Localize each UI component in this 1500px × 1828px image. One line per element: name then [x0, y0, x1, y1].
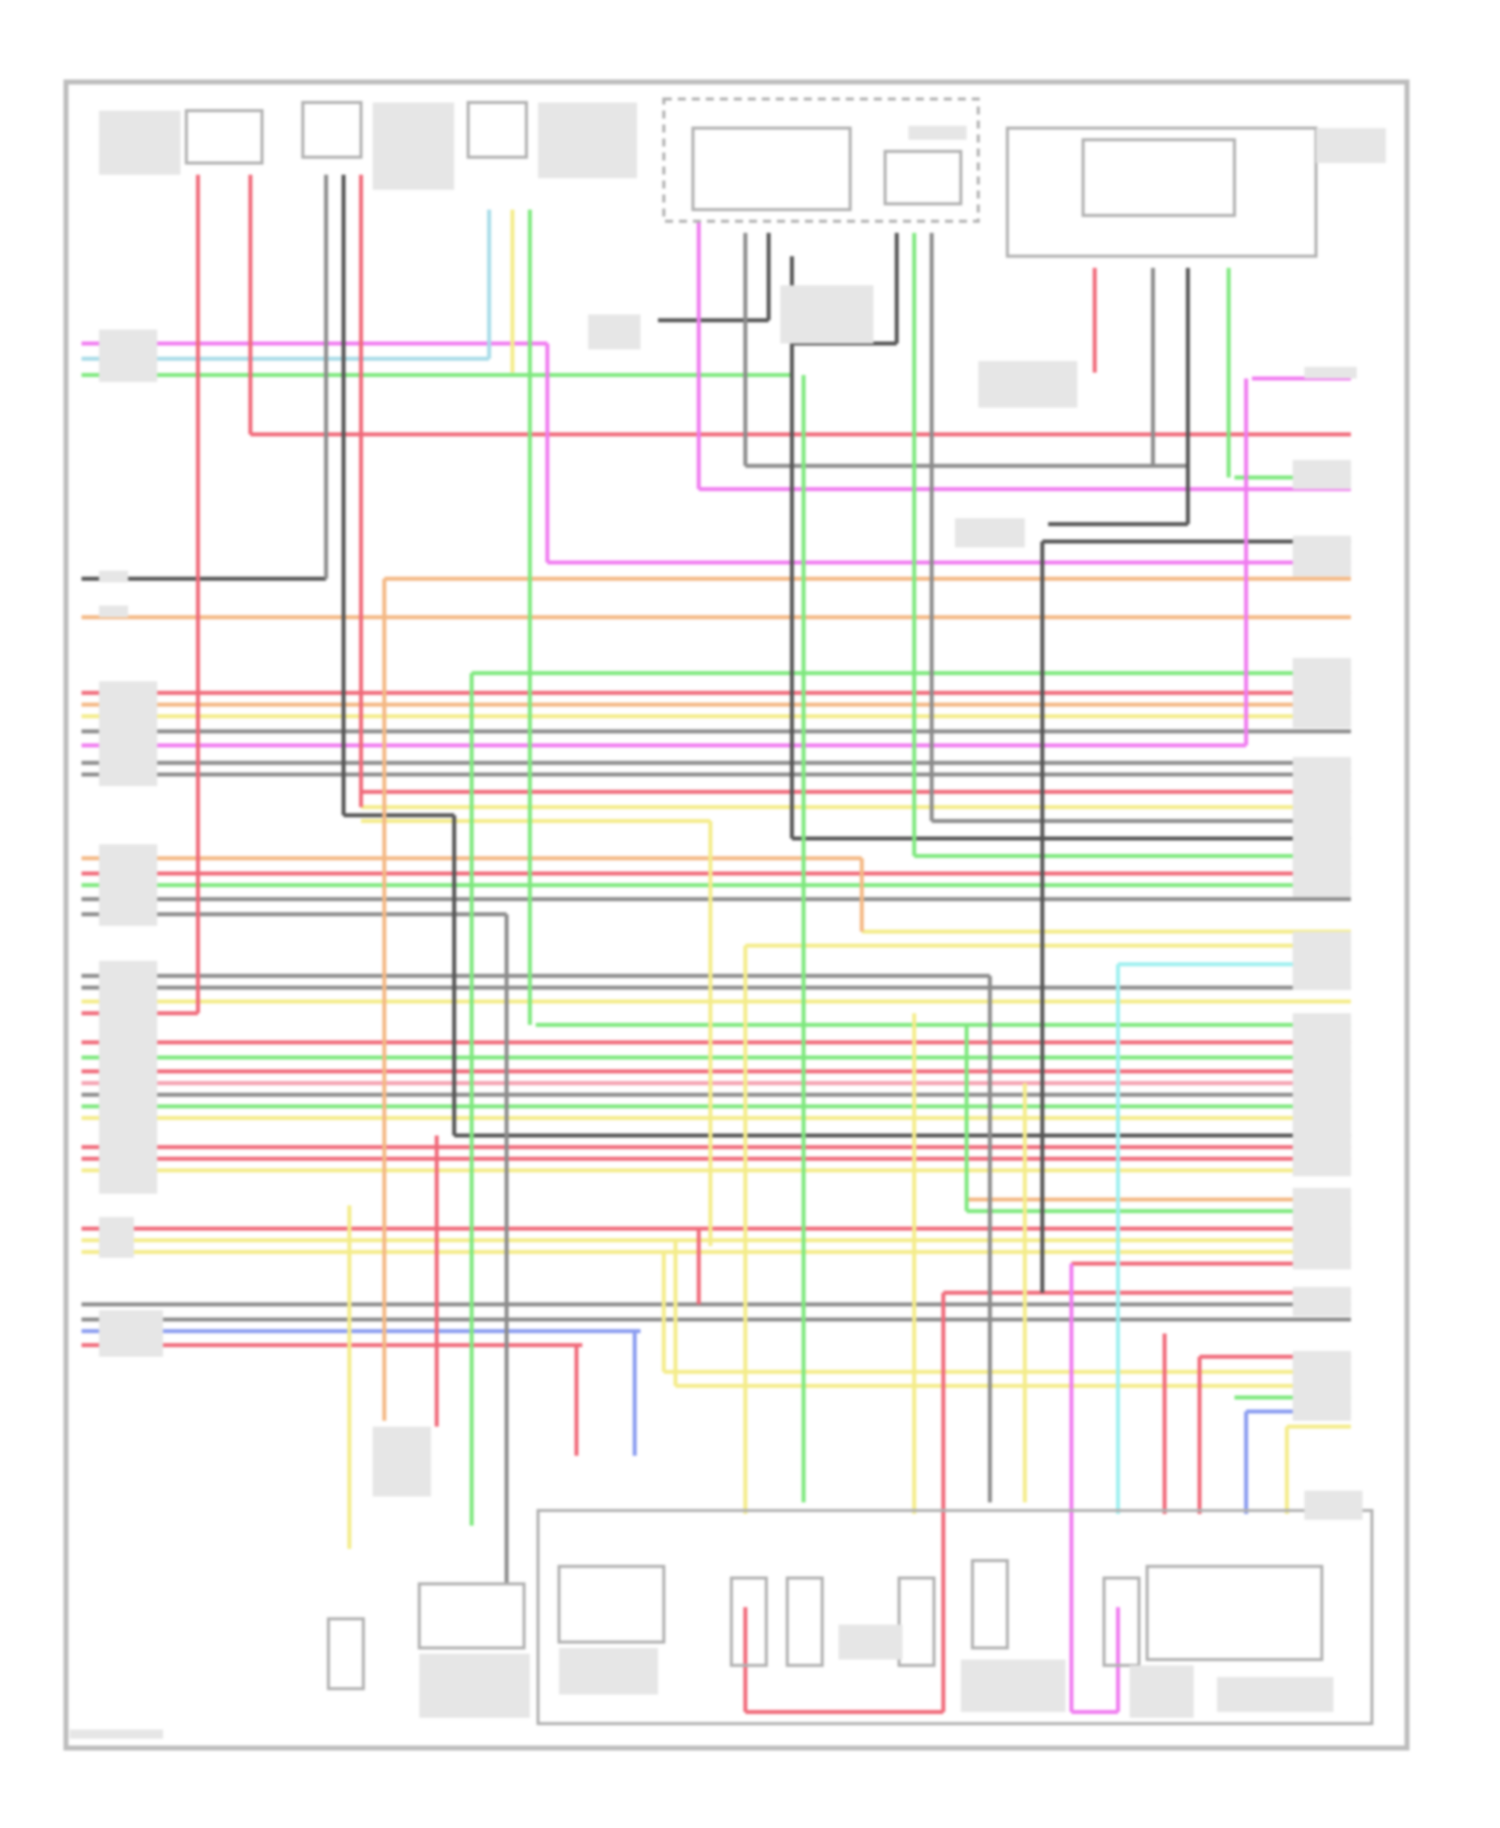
label-text-illegible	[1292, 460, 1351, 490]
label-text-illegible	[419, 1653, 530, 1718]
pressure-sensor	[883, 149, 963, 206]
sensor-bottom-1	[417, 1582, 526, 1650]
label-text-illegible	[1292, 756, 1351, 897]
relay-box	[1005, 126, 1318, 258]
solenoid-3	[897, 1576, 936, 1667]
solenoid-5	[1102, 1576, 1141, 1667]
label-text-illegible	[538, 102, 638, 179]
labels	[69, 102, 1386, 1739]
label-text-illegible	[98, 329, 158, 382]
label-text-illegible	[1315, 128, 1386, 164]
label-text-illegible	[978, 361, 1078, 408]
label-text-illegible	[1304, 1490, 1363, 1520]
fuel-pump-module	[691, 126, 852, 212]
label-text-illegible	[780, 285, 874, 344]
solenoid-4	[970, 1559, 1009, 1650]
label-text-illegible	[1292, 535, 1351, 577]
fuel-tank-module	[662, 97, 980, 223]
label-text-illegible	[1292, 1187, 1351, 1270]
control-module-connector	[536, 1508, 1374, 1726]
label-text-illegible	[1292, 657, 1351, 728]
label-text-illegible	[98, 570, 129, 583]
solenoid-1	[729, 1576, 768, 1667]
label-text-illegible	[1292, 1013, 1351, 1177]
label-text-illegible	[98, 110, 181, 175]
label-text-illegible	[1304, 366, 1357, 379]
sensor-top-2	[301, 100, 363, 159]
label-text-illegible	[1129, 1665, 1194, 1718]
sensor-top-1	[184, 109, 264, 165]
label-text-illegible	[908, 125, 967, 140]
label-text-illegible	[98, 960, 158, 1194]
components	[184, 97, 1374, 1726]
label-text-illegible	[98, 1310, 164, 1357]
switch-assembly	[1145, 1564, 1324, 1662]
label-text-illegible	[98, 844, 158, 926]
label-text-illegible	[838, 1624, 903, 1660]
label-text-illegible	[588, 314, 641, 350]
sensor-bottom-2	[326, 1617, 365, 1691]
label-text-illegible	[954, 518, 1025, 548]
label-text-illegible	[98, 1217, 134, 1258]
label-text-illegible	[1292, 1350, 1351, 1421]
valve-assembly	[557, 1564, 666, 1644]
label-text-illegible	[98, 605, 129, 618]
label-text-illegible	[960, 1659, 1066, 1712]
label-text-illegible	[559, 1647, 658, 1695]
label-text-illegible	[372, 102, 455, 190]
label-text-illegible	[372, 1426, 431, 1497]
relay	[1081, 138, 1236, 217]
label-text-illegible	[1292, 931, 1351, 990]
label-text-illegible	[69, 1729, 164, 1739]
label-text-illegible	[98, 681, 158, 787]
label-text-illegible	[1217, 1677, 1334, 1712]
wires	[81, 174, 1351, 1714]
label-text-illegible	[1292, 1286, 1351, 1316]
sensor-top-3	[466, 100, 528, 159]
solenoid-2	[785, 1576, 824, 1667]
